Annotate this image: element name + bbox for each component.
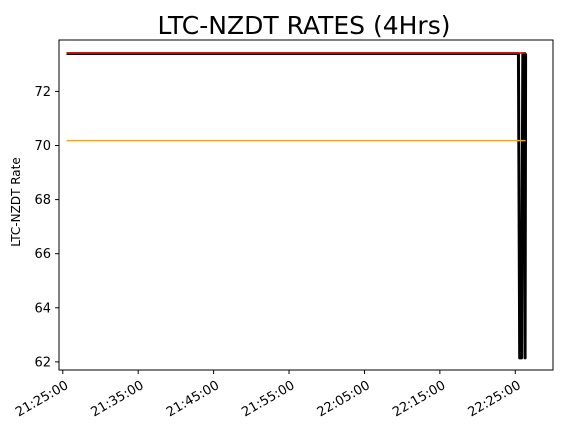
x-tick-label-0: 21:25:00 <box>13 378 71 420</box>
x-tick-label-2: 21:45:00 <box>164 378 222 420</box>
y-tick-label-3: 68 <box>34 193 51 208</box>
y-axis-label: LTC-NZDT Rate <box>9 157 23 246</box>
x-tick-label-3: 21:55:00 <box>239 378 297 420</box>
y-tick-label-4: 70 <box>34 139 51 154</box>
x-tick-label-4: 22:05:00 <box>315 378 373 420</box>
chart-title: LTC-NZDT RATES (4Hrs) <box>158 11 451 40</box>
y-tick-label-5: 72 <box>34 85 51 100</box>
x-tick-label-1: 21:35:00 <box>89 378 147 420</box>
y-tick-label-0: 62 <box>34 355 51 370</box>
series-layer <box>66 52 528 360</box>
series-line-0 <box>66 52 528 360</box>
x-tick-label-6: 22:25:00 <box>466 378 524 420</box>
plot-area-frame <box>58 39 554 371</box>
x-tick-label-5: 22:15:00 <box>390 378 448 420</box>
y-tick-label-2: 66 <box>34 247 51 262</box>
y-tick-label-1: 64 <box>34 301 51 316</box>
